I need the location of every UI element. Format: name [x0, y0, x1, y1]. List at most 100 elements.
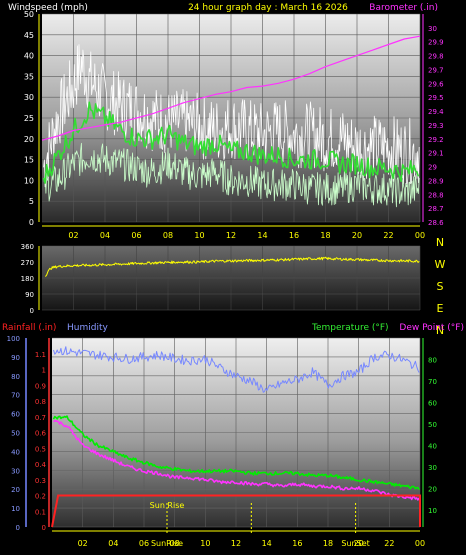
humidity-y-tick-label: 50	[11, 430, 20, 438]
wind-y-tick-label: 25	[24, 114, 34, 123]
wind-y-tick-label: 10	[24, 176, 34, 185]
wind-x-tick-label: 08	[163, 231, 173, 240]
wind-x-tick-label: 16	[289, 231, 299, 240]
compass-label: W	[435, 258, 446, 271]
temp-x-tick-label: 00	[415, 539, 425, 548]
baro-y-tick-label: 30	[428, 25, 437, 33]
wind-x-tick-label: 04	[100, 231, 110, 240]
wind-x-tick-label: 14	[257, 231, 267, 240]
temp-y-tick-label: 70	[428, 378, 437, 386]
compass-label: E	[437, 302, 444, 315]
humidity-y-tick-label: 100	[7, 335, 20, 343]
temp-y-tick-label: 40	[428, 442, 437, 450]
humidity-y-tick-label: 10	[11, 505, 20, 513]
humidity-axis-title: Humidity	[67, 323, 108, 333]
temp-y-tick-label: 20	[428, 485, 437, 493]
rain-y-tick-label: 0.7	[35, 414, 46, 422]
temp-x-tick-label: 06	[139, 539, 149, 548]
rain-y-tick-label: 1	[42, 367, 46, 375]
rainfall-axis-title: Rainfall (.in)	[2, 323, 56, 333]
baro-axis-title: Barometer (.in)	[369, 3, 438, 13]
baro-y-tick-label: 28.9	[428, 177, 444, 185]
rain-y-tick-label: 0.2	[35, 493, 46, 501]
rain-y-tick-label: 0.9	[35, 382, 46, 390]
temp-x-tick-label: 08	[170, 539, 180, 548]
baro-y-tick-label: 29.3	[428, 122, 444, 130]
wind-average-series	[42, 101, 420, 184]
wind-x-tick-label: 06	[131, 231, 141, 240]
baro-y-tick-label: 28.7	[428, 205, 444, 213]
temp-y-tick-label: 10	[428, 507, 437, 515]
dewpoint-series	[52, 419, 420, 501]
direction-series	[45, 256, 420, 277]
wind-axis-title: Windspeed (mph)	[8, 3, 88, 13]
temp-x-tick-label: 04	[108, 539, 118, 548]
rain-y-tick-label: 0.4	[35, 461, 47, 469]
direction-y-tick-label: 360	[21, 243, 34, 251]
humidity-y-tick-label: 60	[11, 411, 20, 419]
temperature-series	[52, 415, 420, 491]
wind-y-tick-label: 20	[24, 135, 34, 144]
wind-y-tick-label: 30	[24, 93, 34, 102]
wind-y-tick-label: 40	[24, 52, 34, 61]
sun-bottom-label: SunRise	[151, 539, 183, 548]
rain-y-tick-label: 0.3	[35, 477, 46, 485]
wind-x-tick-label: 22	[383, 231, 393, 240]
baro-y-tick-label: 29	[428, 164, 437, 172]
rainfall-series	[51, 494, 421, 528]
humidity-series	[53, 346, 420, 393]
rain-y-tick-label: 0.1	[35, 508, 46, 516]
wind-speed-series	[43, 142, 420, 208]
temp-x-tick-label: 12	[231, 539, 241, 548]
baro-y-tick-label: 29.2	[428, 136, 444, 144]
direction-y-tick-label: 90	[25, 291, 34, 299]
temp-y-tick-label: 60	[428, 399, 437, 407]
wind-y-tick-label: 5	[29, 197, 34, 206]
wind-y-tick-label: 15	[24, 156, 34, 165]
compass-label: N	[436, 236, 444, 249]
baro-y-tick-label: 29.4	[428, 108, 444, 116]
wind-y-tick-label: 0	[29, 218, 34, 227]
temp-y-tick-label: 30	[428, 464, 437, 472]
humidity-y-tick-label: 30	[11, 467, 20, 475]
temp-x-tick-label: 10	[200, 539, 210, 548]
temp-y-tick-label: 50	[428, 421, 437, 429]
temp-x-tick-label: 02	[78, 539, 88, 548]
temp-y-tick-label: 80	[428, 356, 437, 364]
rain-y-tick-label: 0.8	[35, 398, 46, 406]
humidity-y-tick-label: 20	[11, 486, 20, 494]
baro-y-tick-label: 28.8	[428, 191, 444, 199]
wind-x-tick-label: 20	[352, 231, 362, 240]
baro-y-tick-label: 29.9	[428, 39, 444, 47]
humidity-y-tick-label: 90	[11, 354, 20, 362]
wind-y-tick-label: 35	[24, 72, 34, 81]
baro-y-tick-label: 28.6	[428, 219, 444, 227]
compass-label: S	[437, 280, 444, 293]
rain-y-tick-label: 0	[42, 524, 46, 532]
rain-y-tick-label: 1.1	[35, 351, 46, 359]
direction-y-tick-label: 270	[21, 259, 34, 267]
direction-y-tick-label: 180	[21, 275, 34, 283]
chart-title: 24 hour graph day : March 16 2026	[188, 3, 348, 13]
wind-gust-series	[43, 44, 420, 188]
temp-x-tick-label: 16	[292, 539, 302, 548]
rain-y-tick-label: 0.5	[35, 445, 46, 453]
barometer-series	[41, 35, 421, 141]
temp-x-tick-label: 22	[384, 539, 394, 548]
baro-y-tick-label: 29.8	[428, 53, 444, 61]
humidity-y-tick-label: 40	[11, 448, 20, 456]
temp-x-tick-label: 20	[354, 539, 364, 548]
wind-y-tick-label: 50	[24, 10, 34, 19]
humidity-y-tick-label: 80	[11, 373, 20, 381]
temperature-axis-title: Temperature (°F)	[311, 323, 389, 333]
baro-y-tick-label: 29.7	[428, 66, 444, 74]
wind-y-tick-label: 45	[24, 31, 34, 40]
wind-x-tick-label: 12	[226, 231, 236, 240]
dewpoint-axis-title: Dew Point (°F)	[399, 323, 464, 333]
sun-bottom-label: SunSet	[341, 539, 369, 548]
rain-y-tick-label: 0.6	[35, 430, 47, 438]
direction-y-tick-label: 0	[30, 307, 34, 315]
wind-x-tick-label: 02	[68, 231, 78, 240]
